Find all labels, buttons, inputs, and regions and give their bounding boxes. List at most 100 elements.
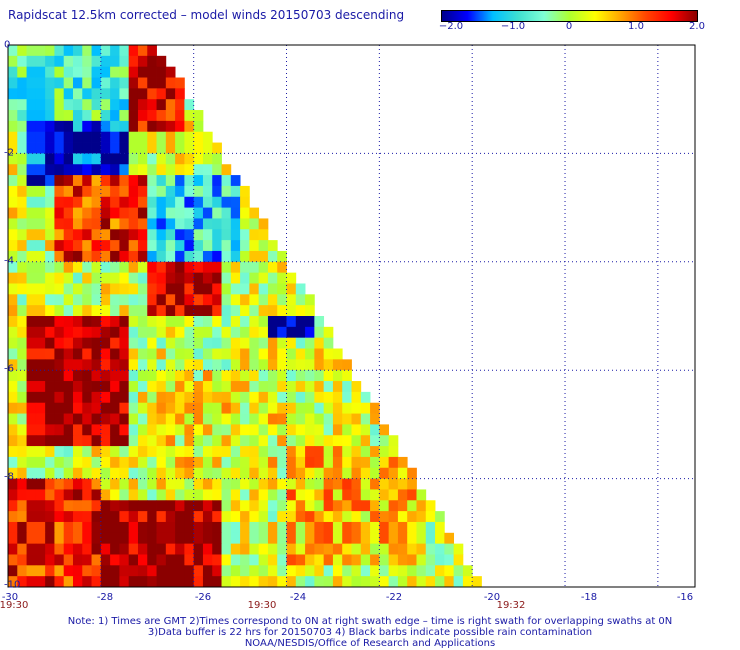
- heatmap-cell: [314, 500, 325, 512]
- heatmap-cell: [267, 424, 278, 436]
- heatmap-cell: [156, 88, 167, 100]
- heatmap-cell: [54, 261, 65, 274]
- heatmap-cell: [277, 521, 287, 534]
- heatmap-cell: [175, 229, 185, 241]
- heatmap-cell: [175, 175, 185, 187]
- heatmap-cell: [295, 554, 306, 566]
- heatmap-cell: [277, 543, 287, 555]
- heatmap-cell: [110, 207, 120, 219]
- heatmap-cell: [26, 218, 37, 230]
- heatmap-cell: [212, 456, 222, 469]
- heatmap-cell: [54, 131, 65, 143]
- heatmap-cell: [193, 402, 204, 414]
- heatmap-cell: [110, 120, 120, 133]
- heatmap-cell: [26, 565, 37, 577]
- heatmap-cell: [258, 467, 269, 479]
- heatmap-cell: [286, 359, 297, 371]
- heatmap-cell: [305, 348, 315, 360]
- heatmap-cell: [175, 413, 185, 425]
- heatmap-cell: [26, 88, 37, 100]
- heatmap-cell: [156, 402, 167, 414]
- heatmap-cell: [110, 316, 120, 328]
- heatmap-cell: [110, 565, 120, 577]
- heatmap-cell: [100, 229, 111, 241]
- heatmap-cell: [221, 565, 232, 577]
- heatmap-cell: [17, 218, 27, 230]
- heatmap-cell: [119, 207, 130, 219]
- heatmap-cell: [137, 576, 148, 588]
- heatmap-cell: [249, 283, 260, 295]
- heatmap-cell: [258, 283, 269, 295]
- heatmap-cell: [156, 207, 167, 219]
- heatmap-cell: [72, 391, 83, 404]
- heatmap-cell: [17, 467, 27, 479]
- heatmap-cell: [184, 467, 195, 479]
- heatmap-cell: [221, 185, 232, 198]
- heatmap-cell: [351, 478, 362, 490]
- heatmap-cell: [360, 478, 371, 490]
- heatmap-cell: [165, 283, 176, 295]
- heatmap-cell: [35, 370, 46, 382]
- heatmap-cell: [72, 142, 83, 154]
- heatmap-cell: [91, 370, 102, 382]
- heatmap-cell: [8, 565, 18, 577]
- heatmap-cell: [165, 250, 176, 263]
- heatmap-cell: [156, 521, 167, 534]
- heatmap-cell: [184, 196, 195, 208]
- heatmap-cell: [8, 66, 18, 78]
- heatmap-cell: [63, 326, 74, 339]
- heatmap-cell: [323, 576, 334, 588]
- heatmap-cell: [184, 456, 195, 469]
- heatmap-cell: [370, 511, 380, 523]
- heatmap-cell: [286, 554, 297, 566]
- heatmap-cell: [91, 229, 102, 241]
- heatmap-cell: [110, 511, 120, 523]
- heatmap-cell: [72, 521, 83, 534]
- heatmap-cell: [8, 294, 18, 306]
- heatmap-cell: [72, 305, 83, 317]
- y-tick-label: 0: [4, 39, 11, 51]
- heatmap-cell: [17, 272, 27, 284]
- heatmap-cell: [221, 218, 232, 230]
- heatmap-cell: [286, 532, 297, 545]
- heatmap-cell: [230, 456, 241, 469]
- heatmap-cell: [63, 521, 74, 534]
- heatmap-cell: [100, 99, 111, 111]
- heatmap-cell: [202, 261, 213, 274]
- heatmap-cell: [240, 207, 250, 219]
- heatmap-cell: [258, 402, 269, 414]
- heatmap-cell: [258, 305, 269, 317]
- heatmap-cell: [100, 348, 111, 360]
- heatmap-cell: [156, 261, 167, 274]
- heatmap-cell: [91, 413, 102, 425]
- heatmap-cell: [221, 576, 232, 588]
- heatmap-cell: [100, 370, 111, 382]
- heatmap-cell: [72, 196, 83, 208]
- heatmap-cell: [91, 250, 102, 263]
- heatmap-cell: [286, 424, 297, 436]
- heatmap-cell: [193, 348, 204, 360]
- heatmap-cell: [110, 283, 120, 295]
- heatmap-cell: [202, 283, 213, 295]
- x-tick-label: -28: [96, 592, 114, 603]
- heatmap-cell: [26, 229, 37, 241]
- heatmap-cell: [137, 272, 148, 284]
- heatmap-cell: [128, 120, 139, 133]
- heatmap-cell: [249, 316, 260, 328]
- heatmap-cell: [416, 489, 427, 501]
- heatmap-cell: [332, 478, 343, 490]
- heatmap-cell: [17, 576, 27, 588]
- heatmap-cell: [137, 337, 148, 349]
- heatmap-cell: [35, 565, 46, 577]
- heatmap-cell: [63, 185, 74, 198]
- heatmap-cell: [314, 446, 325, 458]
- heatmap-cell: [8, 175, 18, 187]
- heatmap-cell: [416, 554, 427, 566]
- heatmap-cell: [184, 316, 195, 328]
- heatmap-cell: [212, 413, 222, 425]
- heatmap-cell: [63, 413, 74, 425]
- heatmap-cell: [72, 565, 83, 577]
- heatmap-cell: [230, 261, 241, 274]
- heatmap-cell: [137, 413, 148, 425]
- heatmap-cell: [147, 370, 157, 382]
